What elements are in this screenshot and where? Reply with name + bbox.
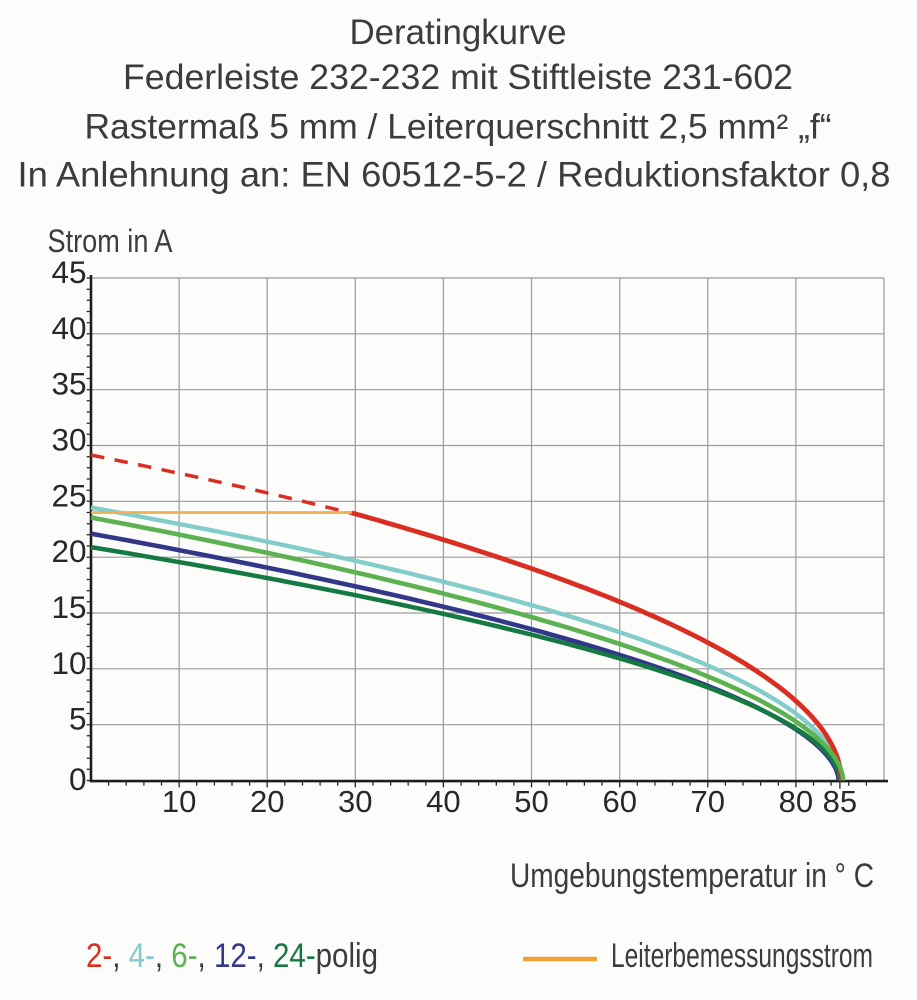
svg-text:Federleiste 232-232 mit Stiftl: Federleiste 232-232 mit Stiftleiste 231-…: [123, 58, 793, 97]
svg-text:40: 40: [51, 310, 86, 346]
svg-text:70: 70: [691, 784, 725, 819]
svg-text:30: 30: [338, 784, 372, 819]
svg-text:Umgebungstemperatur in ° C: Umgebungstemperatur in ° C: [510, 857, 874, 895]
svg-text:Deratingkurve: Deratingkurve: [350, 13, 567, 52]
svg-text:35: 35: [51, 366, 86, 402]
svg-text:60: 60: [602, 784, 636, 819]
svg-text:0: 0: [69, 761, 87, 797]
svg-text:In Anlehnung an: EN 60512-5-2: In Anlehnung an: EN 60512-5-2 / Reduktio…: [18, 156, 891, 195]
svg-text:25: 25: [51, 477, 86, 513]
svg-text:Rastermaß 5 mm / Leiterquersch: Rastermaß 5 mm / Leiterquerschnitt 2,5 m…: [85, 108, 832, 147]
svg-text:10: 10: [51, 645, 86, 681]
svg-text:10: 10: [162, 784, 196, 819]
svg-text:Strom in A: Strom in A: [48, 223, 173, 259]
svg-text:85: 85: [823, 784, 857, 819]
svg-text:Leiterbemessungsstrom: Leiterbemessungsstrom: [611, 937, 873, 975]
svg-text:2-, 4-, 6-, 12-, 24-polig: 2-, 4-, 6-, 12-, 24-polig: [86, 937, 378, 975]
svg-text:20: 20: [250, 784, 284, 819]
svg-text:50: 50: [514, 784, 548, 819]
svg-text:45: 45: [51, 254, 86, 290]
svg-text:5: 5: [69, 701, 87, 737]
svg-text:40: 40: [426, 784, 460, 819]
svg-text:15: 15: [51, 589, 86, 625]
svg-text:80: 80: [779, 784, 813, 819]
svg-text:20: 20: [51, 533, 86, 569]
svg-text:30: 30: [51, 422, 86, 458]
